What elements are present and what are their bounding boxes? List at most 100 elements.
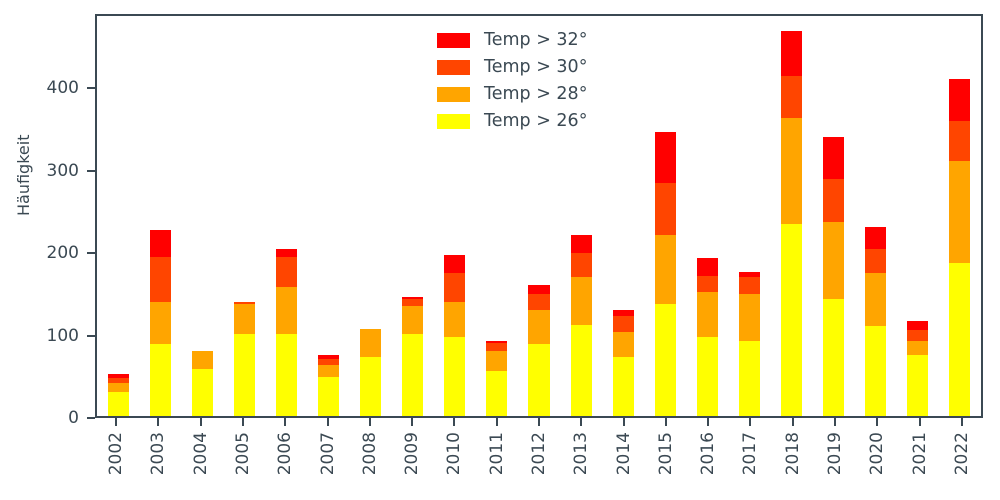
bar-segment (444, 255, 466, 274)
bar-segment (696, 275, 718, 292)
y-tick-label: 0 (68, 408, 79, 428)
legend-item: Temp > 26° (437, 111, 587, 131)
bar-2002 (107, 16, 129, 416)
bar-segment (907, 354, 929, 416)
bar-segment (696, 258, 718, 276)
bar-segment (738, 277, 760, 294)
bar-slot (686, 16, 728, 416)
bar-segment (612, 316, 634, 332)
bar-slot (434, 16, 476, 416)
x-tick-label: 2018 (782, 432, 803, 476)
x-tick-label: 2017 (740, 432, 761, 476)
x-tick-label: 2014 (613, 432, 634, 476)
x-tick-mark (495, 418, 498, 426)
bar-segment (528, 309, 550, 345)
bar-segment (191, 368, 213, 416)
bar-slot (181, 16, 223, 416)
x-tick-mark (707, 418, 710, 426)
bar-segment (949, 160, 971, 264)
x-tick-label: 2022 (951, 432, 972, 476)
bar-slot (813, 16, 855, 416)
y-tick-label: 400 (46, 78, 79, 99)
legend-swatch-icon (437, 59, 470, 75)
bar-2003 (149, 16, 171, 416)
bar-segment (823, 179, 845, 222)
bar-segment (317, 376, 340, 416)
bar-segment (781, 224, 803, 416)
bar-segment (865, 273, 887, 327)
x-tick-mark (664, 418, 667, 426)
bar-segment (738, 340, 760, 416)
bar-segment (528, 344, 550, 416)
bar-2021 (907, 16, 929, 416)
bar-segment (949, 78, 971, 121)
bar-segment (107, 377, 129, 384)
y-axis: 0 100 200 300 400 (0, 14, 95, 428)
bar-segment (612, 331, 634, 358)
bar-2005 (233, 16, 255, 416)
bar-segment (949, 263, 971, 416)
bar-slot (771, 16, 813, 416)
x-tick-mark (960, 418, 963, 426)
bar-segment (107, 383, 129, 392)
x-tick-mark (115, 418, 118, 426)
bar-segment (781, 30, 803, 76)
bar-segment (233, 301, 255, 305)
bar-2006 (275, 16, 297, 416)
x-axis: 2002 2003 2004 2005 2006 2007 2008 2009 2010 2011… (95, 418, 983, 500)
bar-2004 (191, 16, 213, 416)
bar-2013 (570, 16, 592, 416)
x-tick-label: 2011 (486, 432, 507, 476)
bar-segment (149, 344, 171, 416)
x-tick-mark (326, 418, 329, 426)
bar-2007 (317, 16, 340, 416)
bar-slot (223, 16, 265, 416)
bar-slot (265, 16, 307, 416)
bar-segment (317, 365, 340, 377)
x-tick-mark (411, 418, 414, 426)
legend-swatch-icon (437, 86, 470, 102)
legend-label: Temp > 26° (484, 111, 588, 131)
bar-segment (528, 293, 550, 310)
bar-slot (939, 16, 981, 416)
legend-item: Temp > 28° (437, 84, 587, 104)
bar-slot (855, 16, 897, 416)
x-tick-label: 2020 (867, 432, 888, 476)
legend-label: Temp > 32° (484, 30, 588, 50)
bar-2022 (949, 16, 971, 416)
bar-slot (350, 16, 392, 416)
bar-2008 (360, 16, 382, 416)
bar-segment (907, 330, 929, 341)
bar-segment (486, 371, 508, 416)
bar-segment (570, 234, 592, 253)
y-tick-label: 100 (46, 325, 79, 346)
bar-slot (97, 16, 139, 416)
bar-2015 (654, 16, 676, 416)
x-tick-label: 2015 (655, 432, 676, 476)
bar-segment (696, 291, 718, 337)
bar-segment (317, 358, 340, 366)
bar-segment (907, 340, 929, 355)
legend-item: Temp > 32° (437, 30, 587, 50)
bar-segment (486, 342, 508, 351)
bar-segment (781, 75, 803, 119)
x-tick-mark (368, 418, 371, 426)
bar-segment (696, 336, 718, 416)
bar-segment (865, 226, 887, 249)
x-tick-mark (580, 418, 583, 426)
legend-label: Temp > 30° (484, 57, 588, 77)
bar-segment (949, 120, 971, 161)
x-tick-label: 2021 (909, 432, 930, 476)
x-tick-mark (876, 418, 879, 426)
bar-slot (644, 16, 686, 416)
y-tick-mark (87, 417, 95, 419)
bar-slot (560, 16, 602, 416)
bar-segment (233, 334, 255, 416)
bar-2016 (696, 16, 718, 416)
bar-2014 (612, 16, 634, 416)
x-tick-mark (453, 418, 456, 426)
bar-segment (570, 277, 592, 325)
bar-segment (317, 354, 340, 359)
x-tick-mark (834, 418, 836, 426)
bar-segment (275, 334, 297, 416)
